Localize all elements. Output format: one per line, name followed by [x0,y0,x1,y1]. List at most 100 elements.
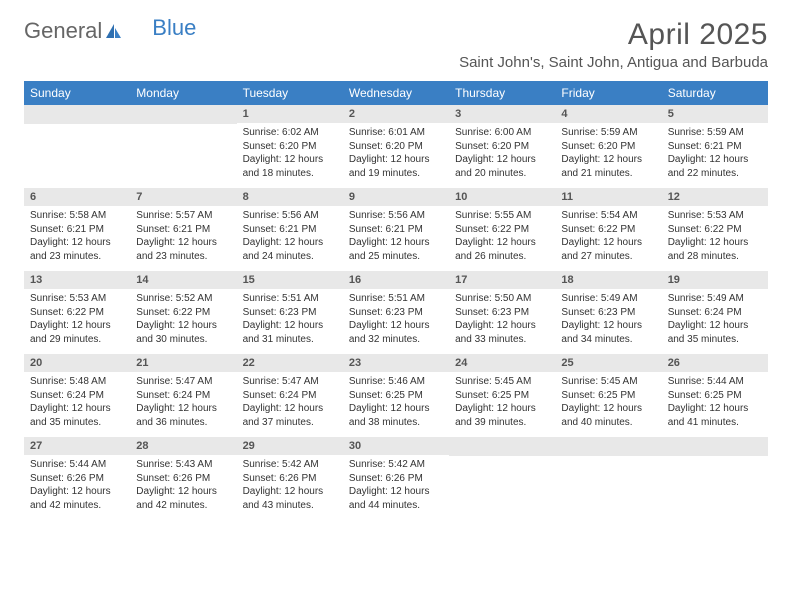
week-row: 27Sunrise: 5:44 AMSunset: 6:26 PMDayligh… [24,437,768,520]
day-number [555,437,661,456]
day-number [130,105,236,124]
header: General Blue April 2025 Saint John's, Sa… [24,18,768,71]
cell-body: Sunrise: 6:00 AMSunset: 6:20 PMDaylight:… [449,123,555,188]
day-header-cell: Thursday [449,81,555,105]
calendar: SundayMondayTuesdayWednesdayThursdayFrid… [24,81,768,520]
day-number: 27 [24,437,130,455]
calendar-cell: 11Sunrise: 5:54 AMSunset: 6:22 PMDayligh… [555,188,661,271]
calendar-cell: 1Sunrise: 6:02 AMSunset: 6:20 PMDaylight… [237,105,343,188]
cell-body: Sunrise: 5:45 AMSunset: 6:25 PMDaylight:… [555,372,661,437]
daylight-text: Daylight: 12 hours and 44 minutes. [349,485,443,512]
sunset-text: Sunset: 6:24 PM [136,389,230,403]
sunrise-text: Sunrise: 5:59 AM [668,126,762,140]
cell-body [24,124,130,182]
cell-body: Sunrise: 5:50 AMSunset: 6:23 PMDaylight:… [449,289,555,354]
sunrise-text: Sunrise: 5:56 AM [243,209,337,223]
day-number: 30 [343,437,449,455]
calendar-cell: 14Sunrise: 5:52 AMSunset: 6:22 PMDayligh… [130,271,236,354]
daylight-text: Daylight: 12 hours and 21 minutes. [561,153,655,180]
calendar-cell: 22Sunrise: 5:47 AMSunset: 6:24 PMDayligh… [237,354,343,437]
calendar-cell [130,105,236,188]
sunrise-text: Sunrise: 6:00 AM [455,126,549,140]
daylight-text: Daylight: 12 hours and 33 minutes. [455,319,549,346]
calendar-cell: 29Sunrise: 5:42 AMSunset: 6:26 PMDayligh… [237,437,343,520]
cell-body: Sunrise: 5:45 AMSunset: 6:25 PMDaylight:… [449,372,555,437]
sunset-text: Sunset: 6:21 PM [668,140,762,154]
sunset-text: Sunset: 6:21 PM [243,223,337,237]
cell-body: Sunrise: 5:46 AMSunset: 6:25 PMDaylight:… [343,372,449,437]
daylight-text: Daylight: 12 hours and 39 minutes. [455,402,549,429]
cell-body: Sunrise: 5:44 AMSunset: 6:26 PMDaylight:… [24,455,130,520]
day-number: 14 [130,271,236,289]
sunrise-text: Sunrise: 5:50 AM [455,292,549,306]
logo: General Blue [24,18,196,44]
calendar-cell: 25Sunrise: 5:45 AMSunset: 6:25 PMDayligh… [555,354,661,437]
sunrise-text: Sunrise: 5:58 AM [30,209,124,223]
daylight-text: Daylight: 12 hours and 23 minutes. [136,236,230,263]
sunrise-text: Sunrise: 5:44 AM [30,458,124,472]
cell-body: Sunrise: 5:56 AMSunset: 6:21 PMDaylight:… [237,206,343,271]
sunrise-text: Sunrise: 5:49 AM [668,292,762,306]
day-number: 5 [662,105,768,123]
sunset-text: Sunset: 6:23 PM [561,306,655,320]
calendar-cell: 8Sunrise: 5:56 AMSunset: 6:21 PMDaylight… [237,188,343,271]
sunrise-text: Sunrise: 5:51 AM [243,292,337,306]
day-header-row: SundayMondayTuesdayWednesdayThursdayFrid… [24,81,768,105]
logo-text-1: General [24,18,102,44]
sunrise-text: Sunrise: 5:53 AM [668,209,762,223]
day-number: 10 [449,188,555,206]
calendar-cell: 16Sunrise: 5:51 AMSunset: 6:23 PMDayligh… [343,271,449,354]
daylight-text: Daylight: 12 hours and 19 minutes. [349,153,443,180]
daylight-text: Daylight: 12 hours and 32 minutes. [349,319,443,346]
day-number: 3 [449,105,555,123]
daylight-text: Daylight: 12 hours and 36 minutes. [136,402,230,429]
sunrise-text: Sunrise: 5:59 AM [561,126,655,140]
sunset-text: Sunset: 6:22 PM [136,306,230,320]
sunset-text: Sunset: 6:23 PM [349,306,443,320]
sunrise-text: Sunrise: 5:43 AM [136,458,230,472]
sunset-text: Sunset: 6:20 PM [455,140,549,154]
day-header-cell: Friday [555,81,661,105]
cell-body: Sunrise: 5:44 AMSunset: 6:25 PMDaylight:… [662,372,768,437]
calendar-cell: 9Sunrise: 5:56 AMSunset: 6:21 PMDaylight… [343,188,449,271]
calendar-cell: 28Sunrise: 5:43 AMSunset: 6:26 PMDayligh… [130,437,236,520]
sunrise-text: Sunrise: 5:47 AM [243,375,337,389]
cell-body: Sunrise: 5:42 AMSunset: 6:26 PMDaylight:… [343,455,449,520]
calendar-cell: 6Sunrise: 5:58 AMSunset: 6:21 PMDaylight… [24,188,130,271]
week-row: 13Sunrise: 5:53 AMSunset: 6:22 PMDayligh… [24,271,768,354]
sunset-text: Sunset: 6:22 PM [561,223,655,237]
sunset-text: Sunset: 6:21 PM [349,223,443,237]
calendar-cell: 24Sunrise: 5:45 AMSunset: 6:25 PMDayligh… [449,354,555,437]
sunset-text: Sunset: 6:21 PM [30,223,124,237]
sunrise-text: Sunrise: 5:54 AM [561,209,655,223]
daylight-text: Daylight: 12 hours and 22 minutes. [668,153,762,180]
cell-body: Sunrise: 5:47 AMSunset: 6:24 PMDaylight:… [130,372,236,437]
sunrise-text: Sunrise: 5:44 AM [668,375,762,389]
day-number [449,437,555,456]
cell-body [555,456,661,514]
day-number: 8 [237,188,343,206]
calendar-cell: 17Sunrise: 5:50 AMSunset: 6:23 PMDayligh… [449,271,555,354]
day-number: 26 [662,354,768,372]
sunrise-text: Sunrise: 6:01 AM [349,126,443,140]
calendar-cell: 13Sunrise: 5:53 AMSunset: 6:22 PMDayligh… [24,271,130,354]
day-number: 24 [449,354,555,372]
calendar-cell: 7Sunrise: 5:57 AMSunset: 6:21 PMDaylight… [130,188,236,271]
daylight-text: Daylight: 12 hours and 38 minutes. [349,402,443,429]
sunset-text: Sunset: 6:26 PM [136,472,230,486]
day-header-cell: Wednesday [343,81,449,105]
daylight-text: Daylight: 12 hours and 23 minutes. [30,236,124,263]
cell-body: Sunrise: 5:49 AMSunset: 6:24 PMDaylight:… [662,289,768,354]
daylight-text: Daylight: 12 hours and 31 minutes. [243,319,337,346]
sunset-text: Sunset: 6:21 PM [136,223,230,237]
sunset-text: Sunset: 6:22 PM [668,223,762,237]
day-number: 21 [130,354,236,372]
sunrise-text: Sunrise: 5:52 AM [136,292,230,306]
cell-body: Sunrise: 5:47 AMSunset: 6:24 PMDaylight:… [237,372,343,437]
daylight-text: Daylight: 12 hours and 35 minutes. [668,319,762,346]
week-row: 20Sunrise: 5:48 AMSunset: 6:24 PMDayligh… [24,354,768,437]
sunrise-text: Sunrise: 5:51 AM [349,292,443,306]
calendar-cell [24,105,130,188]
daylight-text: Daylight: 12 hours and 28 minutes. [668,236,762,263]
sunset-text: Sunset: 6:20 PM [349,140,443,154]
